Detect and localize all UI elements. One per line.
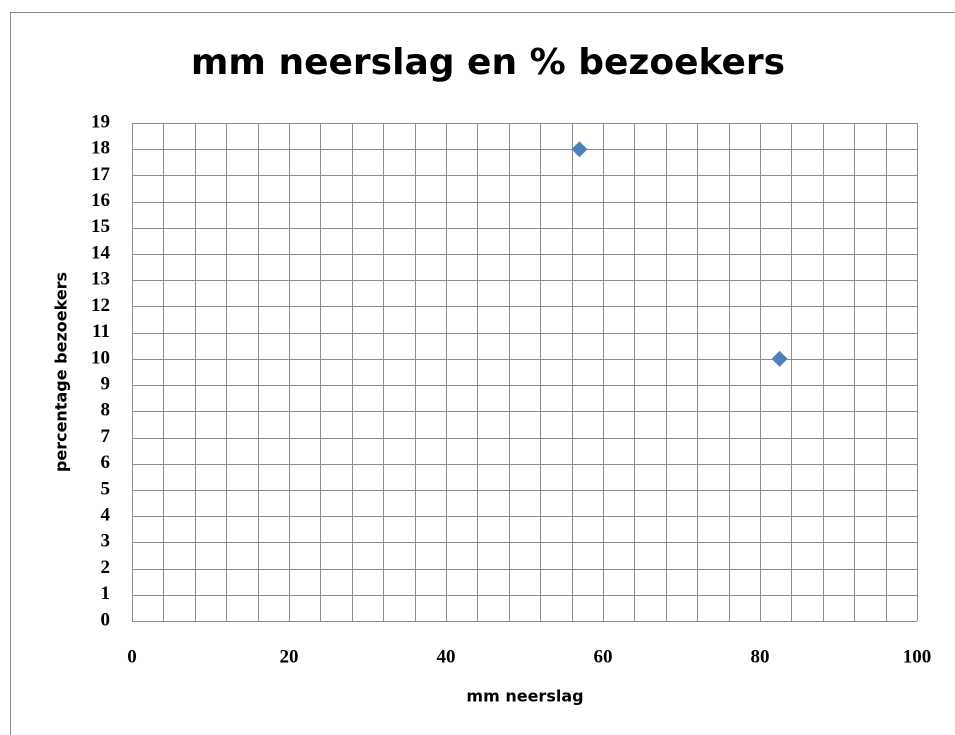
- x-tick-label: 0: [127, 646, 137, 667]
- y-tick-label: 4: [101, 505, 111, 526]
- y-tick-label: 2: [101, 557, 111, 578]
- chart-title: mm neerslag en % bezoekers: [191, 42, 785, 83]
- y-tick-label: 11: [92, 321, 110, 342]
- y-tick-label: 9: [101, 373, 111, 394]
- y-tick-label: 16: [91, 190, 110, 211]
- x-tick-label: 40: [437, 646, 456, 667]
- y-tick-label: 5: [101, 478, 111, 499]
- y-tick-label: 7: [101, 426, 111, 447]
- y-tick-label: 1: [101, 583, 111, 604]
- y-tick-label: 19: [91, 111, 110, 132]
- y-tick-label: 18: [91, 138, 110, 159]
- y-tick-label: 6: [101, 452, 111, 473]
- y-tick-label: 3: [101, 531, 111, 552]
- data-point: [771, 350, 788, 367]
- data-point: [571, 141, 588, 158]
- chart-border: [10, 12, 955, 735]
- x-tick-label: 60: [594, 646, 613, 667]
- y-tick-label: 15: [91, 216, 110, 237]
- y-tick-label: 17: [91, 164, 111, 185]
- x-tick-label: 80: [751, 646, 770, 667]
- y-tick-label: 12: [91, 295, 110, 316]
- y-axis-title: percentage bezoekers: [52, 272, 71, 472]
- x-tick-label: 100: [903, 646, 932, 667]
- x-tick-label: 20: [280, 646, 299, 667]
- x-axis-title: mm neerslag: [466, 687, 583, 706]
- y-tick-label: 14: [91, 242, 111, 263]
- y-tick-label: 13: [91, 269, 110, 290]
- y-tick-label: 8: [101, 400, 111, 421]
- y-tick-label: 10: [91, 347, 110, 368]
- y-tick-label: 0: [101, 609, 111, 630]
